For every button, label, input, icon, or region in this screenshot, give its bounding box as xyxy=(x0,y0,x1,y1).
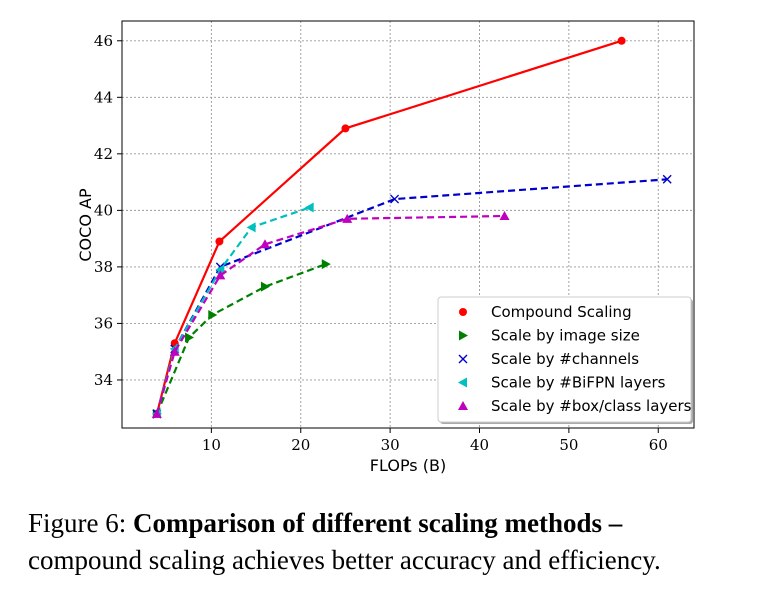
legend-label: Scale by #box/class layers xyxy=(491,397,692,415)
y-axis-title: COCO AP xyxy=(76,188,95,262)
legend-marker xyxy=(459,308,467,316)
x-tick-label: 60 xyxy=(649,436,668,454)
data-point xyxy=(208,309,218,320)
series-line xyxy=(155,206,311,415)
legend-marker xyxy=(458,354,468,364)
plot-frame xyxy=(121,20,695,429)
data-point xyxy=(260,239,270,249)
legend-marker xyxy=(458,401,468,410)
data-point xyxy=(390,194,400,204)
y-tick-label: 38 xyxy=(94,258,113,276)
data-point xyxy=(215,237,224,246)
x-tick-label: 40 xyxy=(470,436,489,454)
data-point xyxy=(185,332,195,343)
data-point xyxy=(215,270,226,280)
x-axis-title: FLOPs (B) xyxy=(370,456,446,475)
legend-label: Compound Scaling xyxy=(491,303,632,321)
x-tick-label: 20 xyxy=(291,436,310,454)
line-chart: 10 20 30 40 50 60 34 36 38 40 42 44 46 FLOPs (B) COC… xyxy=(76,20,695,475)
data-point xyxy=(342,213,353,223)
ticks: 10 20 30 40 50 60 34 36 38 40 42 44 46 xyxy=(94,32,668,454)
legend-marker xyxy=(459,330,468,341)
series-group xyxy=(151,36,672,419)
x-tick-label: 50 xyxy=(559,436,578,454)
legend-item: Compound Scaling xyxy=(459,303,632,321)
legend-label: Scale by #channels xyxy=(491,350,639,368)
figure-caption: Figure 6: Comparison of different scalin… xyxy=(28,505,768,579)
data-point xyxy=(215,264,225,275)
legend: Compound Scaling Scale by image size Scale… xyxy=(437,296,693,424)
series-5 xyxy=(151,211,510,418)
data-point xyxy=(662,174,672,184)
series-2 xyxy=(152,259,331,419)
data-point xyxy=(261,281,270,292)
legend-marker xyxy=(458,377,467,388)
legend-item: Scale by #channels xyxy=(458,350,639,368)
data-point xyxy=(151,408,162,418)
data-point xyxy=(246,222,256,233)
legend-item: Scale by image size xyxy=(459,327,640,345)
y-tick-label: 40 xyxy=(94,201,113,219)
x-tick-label: 10 xyxy=(202,436,221,454)
data-point xyxy=(169,346,180,356)
data-point xyxy=(617,36,626,45)
data-point xyxy=(321,259,331,270)
x-tick-label: 30 xyxy=(381,436,400,454)
series-4 xyxy=(151,202,314,419)
caption-prefix: Figure 6: xyxy=(28,508,127,538)
y-tick-label: 34 xyxy=(94,371,113,389)
y-tick-label: 46 xyxy=(94,32,113,50)
y-tick-label: 36 xyxy=(94,314,113,332)
legend-item: Scale by #box/class layers xyxy=(458,397,692,415)
legend-item: Scale by #BiFPN layers xyxy=(458,374,666,392)
data-point xyxy=(304,202,314,213)
caption-bold: Comparison of different scaling methods … xyxy=(133,508,623,538)
y-tick-label: 42 xyxy=(94,145,113,163)
legend-label: Scale by image size xyxy=(491,327,640,345)
data-point xyxy=(499,211,510,221)
caption-rest: compound scaling achieves better accurac… xyxy=(28,545,661,575)
y-tick-label: 44 xyxy=(94,88,113,106)
data-point xyxy=(341,124,350,133)
legend-box xyxy=(437,296,692,423)
legend-label: Scale by #BiFPN layers xyxy=(491,374,666,392)
series-line xyxy=(155,214,505,415)
